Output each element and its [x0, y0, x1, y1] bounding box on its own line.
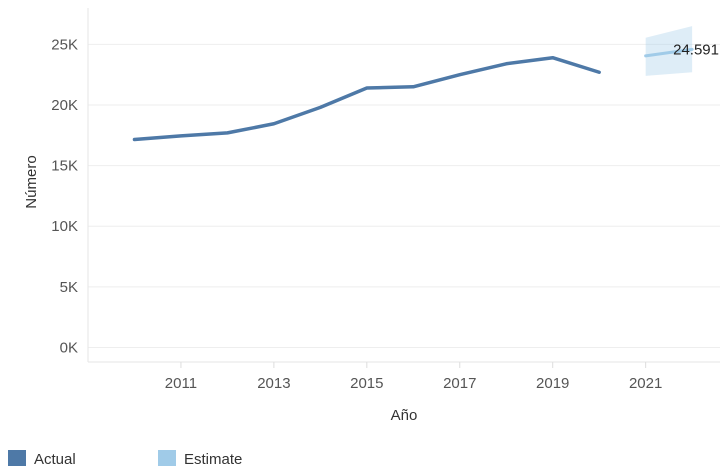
x-tick-label-2019: 2019 — [536, 375, 569, 392]
gridlines — [88, 43, 720, 348]
data-labels: 24.591 — [673, 41, 719, 58]
x-tick-labels: 2011 2013 2015 2017 2019 2021 — [165, 362, 662, 392]
series-lines — [132, 47, 694, 142]
legend-swatch-actual — [8, 450, 26, 466]
y-axis-title: Número — [23, 155, 40, 208]
y-tick-label-20K: 20K — [51, 97, 78, 114]
estimate-confidence-band — [645, 26, 693, 76]
x-tick-label-2013: 2013 — [257, 375, 290, 392]
y-tick-label-25K: 25K — [51, 36, 78, 53]
x-axis-title: Año — [391, 407, 418, 424]
series-line-estimate — [644, 47, 694, 58]
y-tick-label-5K: 5K — [60, 279, 78, 296]
estimate-band — [645, 26, 693, 76]
y-tick-label-0K: 0K — [60, 339, 78, 356]
x-tick-label-2015: 2015 — [350, 375, 383, 392]
y-tick-label-15K: 15K — [51, 158, 78, 175]
x-tick-label-2021: 2021 — [629, 375, 662, 392]
legend-label-estimate: Estimate — [184, 451, 242, 468]
x-tick-label-2017: 2017 — [443, 375, 476, 392]
y-tick-labels: 0K 5K 10K 15K 20K 25K — [51, 36, 78, 356]
y-tick-label-10K: 10K — [51, 218, 78, 235]
series-line-actual — [132, 55, 601, 142]
x-tick-label-2011: 2011 — [165, 375, 197, 392]
data-label-0: 24.591 — [673, 41, 719, 58]
legend-label-actual: Actual — [34, 451, 76, 468]
legend-swatch-estimate — [158, 450, 176, 466]
axes — [87, 8, 720, 363]
legend: Actual Estimate — [8, 450, 242, 468]
